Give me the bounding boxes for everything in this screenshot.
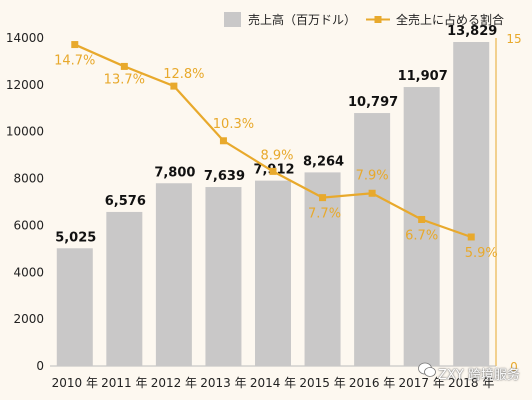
x-tick-label: 2010 年 [52, 376, 98, 390]
bar-value-label: 7,800 [154, 165, 195, 180]
x-tick-label: 2013 年 [200, 376, 246, 390]
y-left-tick-label: 14000 [6, 31, 44, 45]
x-tick-label: 2011 年 [101, 376, 147, 390]
line-value-label: 5.9% [465, 246, 498, 261]
bar-value-label: 5,025 [55, 230, 96, 245]
y-left-tick-label: 8000 [13, 172, 44, 186]
bar [56, 248, 93, 366]
y-left-tick-label: 10000 [6, 125, 44, 139]
line-value-label: 8.9% [260, 148, 293, 163]
line-point [368, 189, 376, 197]
bar-value-label: 6,576 [105, 194, 146, 209]
bar [304, 172, 341, 366]
bar [403, 87, 440, 366]
line-point [319, 194, 327, 202]
y-left-tick-label: 0 [36, 359, 44, 373]
bar [155, 183, 192, 366]
bar-value-label: 7,639 [204, 169, 245, 184]
wechat-icon [418, 362, 436, 377]
y-right-tick-label: 15 [506, 32, 521, 46]
legend-line-marker [374, 16, 382, 23]
y-left-tick-label: 12000 [6, 78, 44, 92]
line-point [269, 167, 277, 175]
x-tick-label: 2014 年 [250, 376, 296, 390]
x-tick-label: 2018 年 [448, 376, 494, 390]
line-value-label: 10.3% [213, 117, 254, 132]
line-point [120, 62, 128, 70]
line-point [170, 82, 178, 90]
y-left-tick-label: 6000 [13, 218, 44, 232]
bar [255, 180, 291, 366]
x-tick-label: 2016 年 [349, 376, 395, 390]
line-value-label: 7.9% [356, 168, 389, 183]
line-value-label: 14.7% [54, 54, 95, 69]
line-value-label: 7.7% [308, 207, 341, 222]
line-point [71, 41, 79, 49]
bar [106, 211, 143, 366]
line-point [219, 137, 227, 145]
line-point [467, 233, 475, 241]
x-tick-label: 2015 年 [299, 376, 345, 390]
x-tick-label: 2017 年 [398, 376, 444, 390]
bar-value-label: 11,907 [398, 69, 448, 84]
x-tick-label: 2012 年 [151, 376, 197, 390]
legend-bar-swatch [224, 12, 241, 27]
bar-value-label: 13,829 [447, 24, 497, 39]
bar [205, 187, 242, 366]
legend-line-label: 全売上に占める割合 [396, 12, 504, 27]
y-right-tick-label: 0 [510, 360, 518, 374]
line-value-label: 12.8% [163, 67, 204, 82]
bar-value-label: 10,797 [348, 95, 398, 110]
y-left-tick-label: 4000 [13, 265, 44, 279]
line-value-label: 13.7% [104, 72, 145, 87]
line-value-label: 6.7% [405, 228, 438, 243]
bar [354, 113, 391, 366]
bar [453, 42, 490, 366]
y-left-tick-label: 2000 [13, 312, 44, 326]
line-point [418, 215, 426, 223]
watermark-text: ZXY 跨境服务 [438, 368, 520, 383]
bar-value-label: 8,264 [303, 154, 344, 169]
legend-bar-label: 売上高（百万ドル） [248, 12, 356, 27]
